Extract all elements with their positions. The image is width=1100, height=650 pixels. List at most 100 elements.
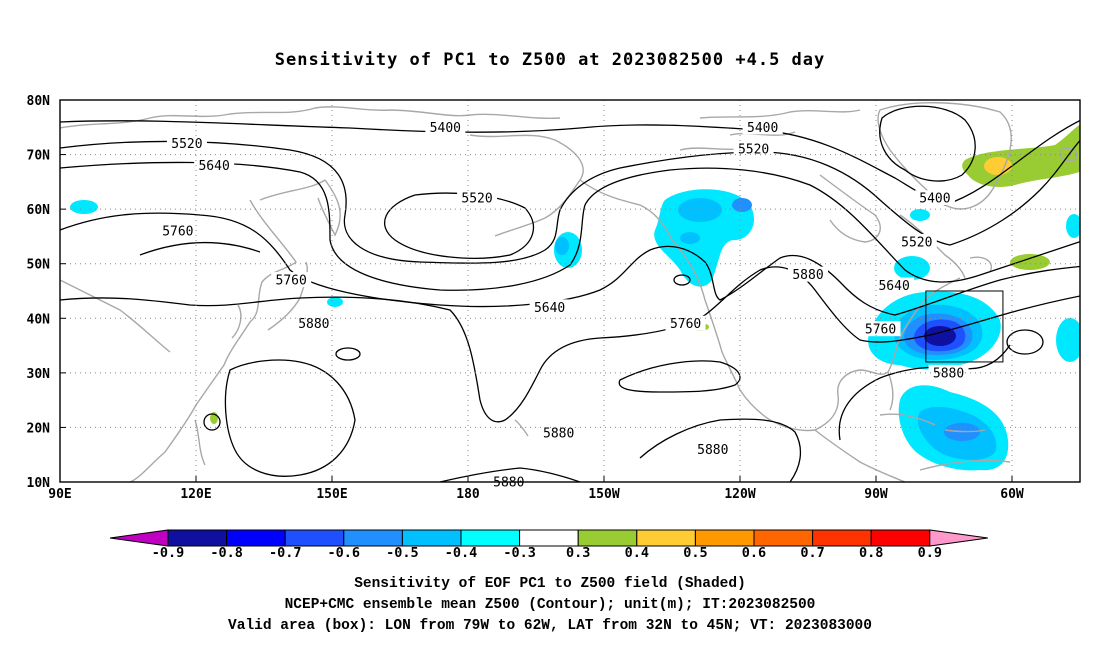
colorbar-label: -0.7: [269, 545, 302, 561]
contour-line: [60, 161, 1080, 291]
lat-tick-label: 10N: [27, 476, 51, 491]
lon-tick-label: 120E: [180, 487, 211, 502]
colorbar-segment: [870, 529, 931, 547]
map-title: Sensitivity of PC1 to Z500 at 2023082500…: [274, 50, 826, 70]
contour-label: 5760: [670, 317, 701, 332]
colorbar: -0.9 -0.8 -0.7 -0.6 -0.5 -0.4 -0.3 0.3 0.4 0.5 0.6…: [109, 529, 988, 561]
contour-label: 5520: [171, 137, 202, 152]
shading-patch: [555, 237, 569, 255]
lon-tick-label: 120W: [724, 487, 755, 502]
contour-label-bg: [425, 119, 466, 135]
lon-tick-label: 150W: [588, 487, 619, 502]
caption-line-2: NCEP+CMC ensemble mean Z500 (Contour); u…: [284, 597, 816, 613]
longitude-labels: 90E 120E 150E 180 150W 120W 90W 60W: [48, 476, 1024, 502]
contour-label: 5400: [430, 121, 461, 136]
contour-label-bg: [194, 157, 235, 173]
map-frame: [59, 99, 1081, 483]
colorbar-segment: [167, 529, 228, 547]
contour-label-bg: [293, 315, 334, 331]
lon-tick-label: 90W: [864, 487, 888, 502]
contour-label-bg: [166, 135, 207, 151]
contour-label-bg: [788, 266, 828, 282]
caption: Sensitivity of EOF PC1 to Z500 field (Sh…: [0, 574, 1100, 637]
contour-label-bg: [457, 190, 498, 206]
latitude-labels: 80N 70N 60N 50N 40N 30N 20N 10N: [27, 94, 66, 491]
contour-label-bg: [157, 222, 198, 238]
contour-label: 5520: [738, 143, 769, 158]
contour-label: 5640: [198, 159, 229, 174]
contour-line: [60, 139, 1080, 264]
colorbar-segment: [812, 529, 872, 547]
contour-label-bg: [733, 141, 774, 157]
lat-tick-label: 80N: [27, 94, 51, 109]
colorbar-left-arrow: [109, 529, 169, 547]
colorbar-segment: [636, 529, 696, 547]
valid-area-box: [925, 290, 1004, 363]
coastline: [129, 199, 297, 482]
coastline: [819, 174, 881, 243]
coastline: [60, 279, 171, 353]
contour-label: 5640: [878, 279, 909, 294]
contour-label-bg: [271, 272, 312, 288]
lat-tick-label: 20N: [27, 421, 51, 436]
shading-patch: [1066, 214, 1080, 238]
gridlines: [60, 100, 1080, 482]
contour-line: [60, 266, 1080, 423]
contour-line: [673, 274, 691, 286]
shading-patch: [678, 198, 722, 222]
contour-line: [60, 212, 1080, 316]
colorbar-segment: [226, 529, 286, 547]
contour-line: [224, 359, 356, 477]
contour-label-bg: [860, 321, 901, 337]
colorbar-segment: [284, 529, 345, 547]
contour-line: [439, 467, 581, 482]
colorbar-label: -0.5: [386, 545, 419, 561]
coastline: [579, 179, 673, 241]
contour-label-bg: [665, 315, 706, 331]
colorbar-segment: [460, 529, 521, 547]
shading-patch: [732, 198, 752, 212]
coastline: [259, 179, 326, 201]
contour-line: [139, 241, 261, 256]
contour-line: [203, 413, 221, 431]
colorbar-segment: [694, 529, 755, 547]
caption-line-3: Valid area (box): LON from 79W to 62W, L…: [228, 618, 872, 634]
colorbar-label: -0.4: [445, 545, 478, 561]
contour-label: 5880: [697, 443, 728, 458]
colorbar-right-arrow: [929, 529, 988, 547]
contour-label: 5880: [493, 476, 524, 491]
contour-label: 5760: [865, 323, 896, 338]
lat-tick-label: 30N: [27, 367, 51, 382]
colorbar-segment: [401, 529, 462, 547]
lat-tick-label: 40N: [27, 312, 51, 327]
contour-label: 5880: [543, 426, 574, 441]
shading-patch: [327, 297, 343, 307]
coastline: [231, 304, 242, 339]
lat-tick-label: 60N: [27, 203, 51, 218]
colorbar-label: 0.4: [625, 545, 649, 561]
contour-label-bg: [529, 299, 570, 315]
contour-label: 5880: [933, 366, 964, 381]
contour-label-bg: [928, 364, 969, 380]
shading-patch: [680, 232, 700, 244]
contour-line: [618, 360, 741, 393]
coastline: [317, 179, 341, 237]
contour-label: 5400: [747, 121, 778, 136]
contour-line: [639, 418, 802, 482]
coastline: [944, 429, 986, 433]
contour-label: 5520: [901, 235, 932, 250]
colorbar-label: -0.6: [328, 545, 361, 561]
coastline: [60, 106, 561, 129]
lat-tick-label: 70N: [27, 149, 51, 164]
contour-label-bg: [914, 190, 955, 206]
contour-line: [383, 192, 534, 259]
contour-label: 5640: [534, 301, 565, 316]
contour-label-bg: [538, 424, 579, 440]
lon-tick-label: 180: [456, 487, 480, 502]
coastline: [699, 109, 861, 119]
contour-line: [335, 347, 361, 361]
z500-contours: [60, 105, 1080, 482]
contour-label-bg: [692, 441, 733, 457]
colorbar-label: 0.6: [742, 545, 766, 561]
